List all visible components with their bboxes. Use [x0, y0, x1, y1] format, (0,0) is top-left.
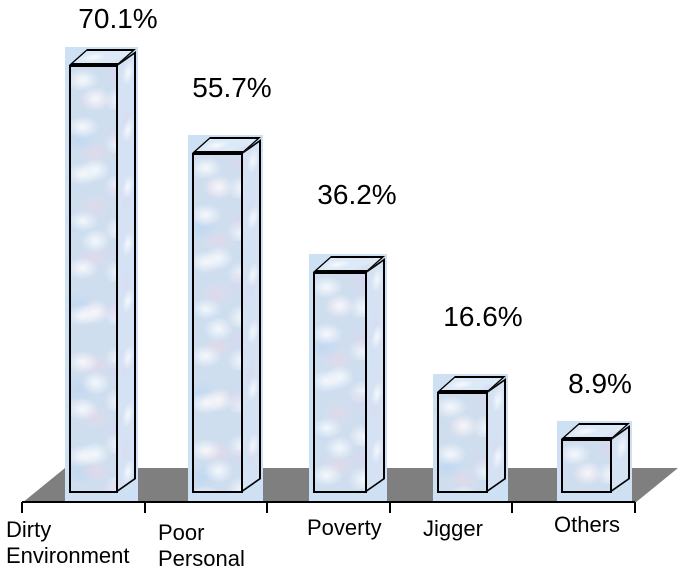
data-label-dirty-environment: 70.1%	[78, 3, 158, 34]
bar-side-face	[116, 50, 136, 493]
bar-side-face	[486, 377, 506, 493]
axis-tick	[511, 502, 513, 513]
data-label-jigger: 16.6%	[443, 301, 523, 332]
data-label-others: 8.9%	[568, 368, 632, 399]
bar-front-face	[69, 65, 118, 493]
bar-poor-personal	[188, 135, 263, 505]
bar-side-face	[365, 257, 385, 493]
x-axis-line	[22, 501, 635, 503]
axis-tick	[634, 502, 636, 513]
bar-front-face	[561, 439, 612, 493]
category-label-dirty-environment: Dirty Environment	[6, 517, 130, 568]
category-label-poverty: Poverty	[307, 515, 382, 540]
bar-jigger	[433, 374, 508, 505]
bar-dirty-environment	[65, 47, 138, 505]
bar-side-face	[241, 138, 261, 493]
bar-poverty	[309, 254, 387, 505]
axis-tick	[266, 502, 268, 513]
data-label-poor-personal: 55.7%	[192, 72, 272, 103]
axis-tick	[144, 502, 146, 513]
axis-tick	[21, 502, 23, 513]
category-label-jigger: Jigger	[423, 516, 483, 541]
axis-tick	[389, 502, 391, 513]
category-label-others: Others	[554, 512, 621, 537]
bar-others	[557, 421, 632, 505]
category-label-poor-personal: Poor Personal	[158, 520, 245, 571]
data-label-poverty: 36.2%	[317, 179, 397, 210]
bar-front-face	[437, 392, 488, 493]
bar-front-face	[192, 153, 243, 493]
bar-front-face	[313, 272, 367, 493]
